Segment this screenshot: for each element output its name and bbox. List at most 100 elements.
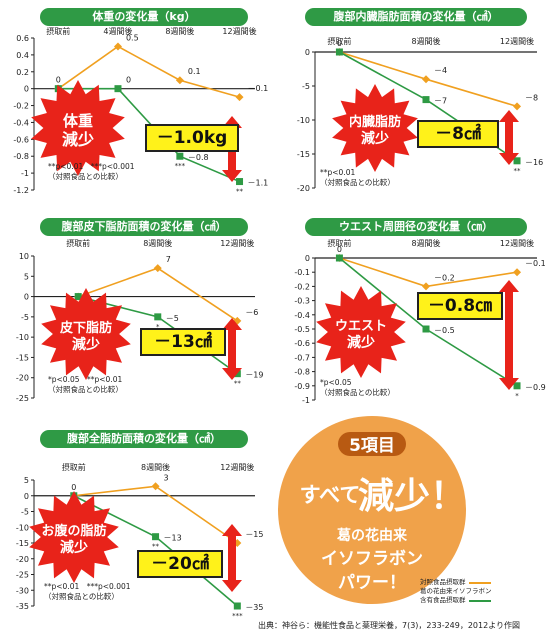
note-line: **p<0.01 ***p<0.001 xyxy=(44,582,131,591)
y-tick-label: -15 xyxy=(16,353,29,362)
y-tick-label: -0.5 xyxy=(294,325,310,334)
series-point-control xyxy=(175,76,184,85)
y-tick-label: -0.1 xyxy=(294,268,310,277)
x-tick-label: 摂取前 xyxy=(327,238,351,248)
y-tick-label: -20 xyxy=(297,184,310,193)
data-label: 0 xyxy=(71,483,76,492)
y-tick-label: -0.2 xyxy=(294,282,310,291)
y-tick-label: -10 xyxy=(16,523,29,532)
y-tick-label: -0.2 xyxy=(13,102,29,111)
summary-line3: 葛の花由来 xyxy=(336,527,408,544)
chart-title: 体重の変化量（kg） xyxy=(40,8,248,26)
arrow-shaft xyxy=(228,534,236,582)
y-tick-label: 0 xyxy=(24,293,29,302)
reduction-box: －13㎠ xyxy=(140,328,226,356)
significance-mark: ** xyxy=(236,188,244,196)
y-tick-label: 0.6 xyxy=(16,34,29,43)
chart-total-fat: 腹部全脂肪面積の変化量（㎠） 5 0 -5 -10 -15 -20 -25 -30 -35 摂取前 8… xyxy=(0,422,270,620)
x-tick-label: 摂取前 xyxy=(46,26,70,36)
arrow-head-down xyxy=(499,378,519,390)
reduction-box: －8㎠ xyxy=(417,120,499,148)
data-label: －6 xyxy=(245,308,258,317)
y-tick-label: 0 xyxy=(24,492,29,501)
series-line-1 xyxy=(58,87,240,183)
arrow-head-up xyxy=(222,524,242,536)
y-tick-label: -1 xyxy=(21,169,29,178)
data-label: －1.1 xyxy=(248,179,269,188)
y-tick-label: -0.4 xyxy=(13,118,29,127)
chart-title: 腹部内臓脂肪面積の変化量（㎠） xyxy=(305,8,527,26)
legend: 対照食品摂取群 葛の花由来イソフラボン 含有食品摂取群 xyxy=(420,578,492,605)
x-tick-label: 8週間後 xyxy=(411,36,440,46)
y-tick-label: -1 xyxy=(302,396,310,405)
y-tick-label: -0.9 xyxy=(294,382,310,391)
y-tick-label: -0.6 xyxy=(294,339,310,348)
arrow-head-down xyxy=(499,153,519,165)
data-label: －15 xyxy=(245,530,263,539)
y-tick-label: -35 xyxy=(16,602,29,611)
x-tick-label: 摂取前 xyxy=(327,36,351,46)
series-point-active xyxy=(233,370,241,378)
y-tick-label: 0 xyxy=(24,85,29,94)
y-tick-label: -1.2 xyxy=(13,186,29,195)
legend-item-active-1: 葛の花由来イソフラボン xyxy=(420,587,492,596)
series-point-control xyxy=(422,75,430,84)
data-label: －7 xyxy=(434,97,447,106)
y-tick-label: 0.2 xyxy=(16,68,29,77)
y-tick-label: -0.7 xyxy=(294,353,310,362)
y-tick-label: -0.8 xyxy=(13,152,29,161)
y-tick-label: -0.6 xyxy=(13,135,29,144)
x-tick-label: 12週間後 xyxy=(500,36,534,46)
data-label: 0 xyxy=(126,76,131,85)
note-line: （対照食品との比較） xyxy=(44,592,119,601)
data-label: －0.5 xyxy=(434,326,455,335)
y-tick-label: -5 xyxy=(302,82,310,91)
series-point-control xyxy=(153,264,162,273)
chart-title: 腹部皮下脂肪面積の変化量（㎠） xyxy=(40,218,248,236)
burst-text-2: 減少 xyxy=(347,334,375,351)
series-point-active xyxy=(335,254,343,262)
arrow-shaft xyxy=(505,290,513,380)
data-label: －13 xyxy=(164,534,182,543)
legend-label-active-2: 含有食品摂取群 xyxy=(420,596,466,604)
note-line: *p<0.05 xyxy=(320,378,352,387)
arrow-head-down xyxy=(222,170,242,182)
chart-svg: 0.6 0.4 0.2 0 -0.2 -0.4 -0.6 -0.8 -1 -1.2 摂取前 4週間後 8… xyxy=(13,26,269,196)
series-point-control xyxy=(113,42,122,51)
x-tick-label: 8週間後 xyxy=(141,462,170,472)
x-tick-label: 12週間後 xyxy=(222,26,256,36)
chart-svg: 5 0 -5 -10 -15 -20 -25 -30 -35 摂取前 8週間後 12週間後 0 3 －15 －… xyxy=(16,462,264,620)
burst-text-1: 皮下脂肪 xyxy=(59,320,112,336)
reduction-box: －0.8㎝ xyxy=(417,292,503,320)
note-line: *p<0.05 **p<0.01 xyxy=(48,375,123,384)
data-label: －8 xyxy=(525,93,538,102)
data-label: －0.1 xyxy=(248,84,269,93)
data-label: 0 xyxy=(337,39,342,48)
chart-waist: ウエスト周囲径の変化量（㎝） 0 -0.1 -0.2 -0.3 -0.4 -0.5 -0.6 -… xyxy=(275,210,549,410)
series-point-active xyxy=(335,48,343,56)
note-line: （対照食品との比較） xyxy=(48,385,123,394)
chart-title: ウエスト周囲径の変化量（㎝） xyxy=(305,218,527,236)
series-point-control xyxy=(151,482,160,491)
significance-mark: * xyxy=(515,392,519,400)
burst-text-2: 減少 xyxy=(60,539,88,556)
y-tick-label: 5 xyxy=(24,476,29,485)
significance-mark: * xyxy=(156,323,160,331)
note-line: **p<0.01 ***p<0.001 xyxy=(48,162,135,171)
data-label: 7 xyxy=(166,255,171,264)
data-label: 0 xyxy=(337,245,342,254)
y-tick-label: -30 xyxy=(16,586,29,595)
series-point-active xyxy=(233,602,241,610)
note-line: **p<0.01 xyxy=(320,168,356,177)
series-line-0 xyxy=(339,257,518,288)
y-tick-label: 0 xyxy=(305,254,310,263)
burst-shape xyxy=(29,491,119,583)
y-tick-label: -5 xyxy=(21,313,29,322)
significance-mark: *** xyxy=(232,612,243,620)
y-tick-label: 0 xyxy=(305,48,310,57)
data-label: －5 xyxy=(166,314,179,323)
series-point-active xyxy=(422,325,430,333)
data-label: －0.9 xyxy=(525,383,546,392)
legend-label-control: 対照食品摂取群 xyxy=(420,578,466,586)
